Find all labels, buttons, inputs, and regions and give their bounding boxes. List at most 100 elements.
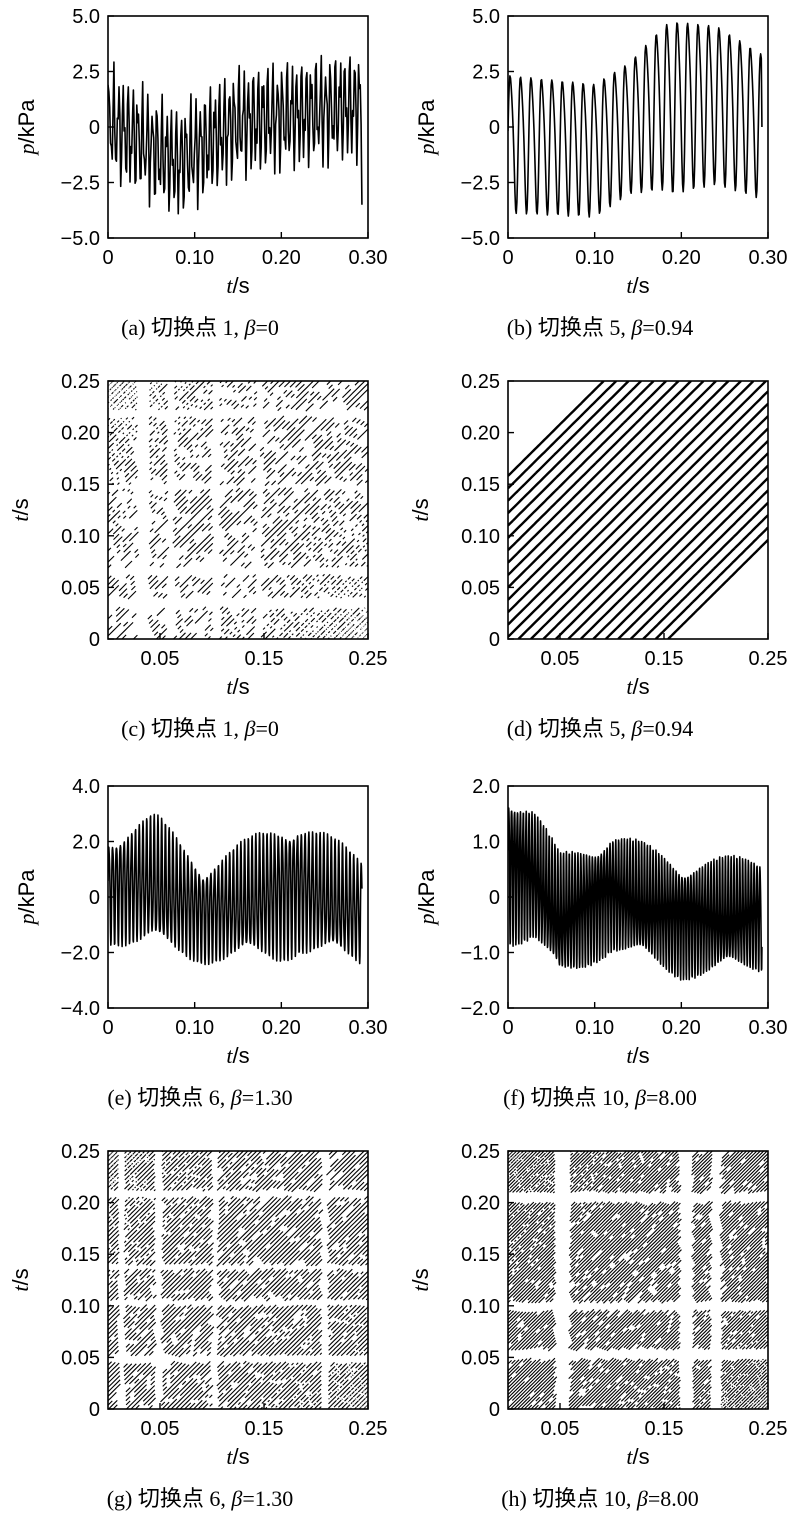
- panel-caption: (e) 切换点 6, β=1.30: [107, 1085, 293, 1110]
- chart-panel-d: 0.05 0.15 0.25 0.25 0.20 0.15 0.10 0.05 0 t/s t/s (…: [400, 365, 800, 749]
- x-tick-label: 0.20: [262, 1017, 301, 1039]
- y-tick-label: −2.5: [61, 173, 100, 195]
- y-tick-label: 2.5: [472, 62, 500, 84]
- x-tick-label: 0.15: [645, 1418, 684, 1440]
- y-tick-label: 2.0: [72, 832, 100, 854]
- x-tick-label: 0.30: [349, 247, 388, 269]
- y-tick-label: −2.5: [461, 173, 500, 195]
- y-tick-label: 0.10: [461, 526, 500, 548]
- chart-panel-e: 0 0.10 0.20 0.30 4.0 2.0 0 −2.0 −4.0 t/s p/kPa (e) …: [0, 770, 400, 1118]
- recurrence-lines: [108, 381, 368, 639]
- plot-frame: [507, 380, 769, 640]
- y-tick-label: 0.25: [461, 1141, 500, 1163]
- chart-svg-c: 0.05 0.15 0.25 0.25 0.20 0.15 0.10 0.05 0 t/s t/s: [8, 371, 388, 699]
- y-tick-label: 0.15: [61, 474, 100, 496]
- x-tick-label: 0: [502, 247, 513, 269]
- recurrence-lines: [508, 381, 768, 639]
- y-tick-label: 0.25: [61, 371, 100, 393]
- x-tick-label: 0.25: [349, 648, 388, 670]
- x-tick-label: 0.30: [749, 1017, 788, 1039]
- chart-svg-b: 0 0.10 0.20 0.30 5.0 2.5 0 −2.5 −5.0 t/s p/kPa: [414, 6, 788, 298]
- y-tick-label: 5.0: [72, 6, 100, 28]
- chart-svg-e: 0 0.10 0.20 0.30 4.0 2.0 0 −2.0 −4.0 t/s p/kPa: [14, 776, 388, 1068]
- panel-caption: (a) 切换点 1, β=0: [121, 315, 279, 340]
- plot-frame: [507, 1150, 769, 1410]
- y-tick-label: 2.5: [72, 62, 100, 84]
- recurrence-lines: [508, 1151, 768, 1409]
- y-axis-label: p/kPa: [14, 99, 39, 157]
- x-axis-label: t/s: [226, 1444, 249, 1469]
- y-tick-label: 0.20: [61, 423, 100, 445]
- x-tick-label: 0.10: [575, 247, 614, 269]
- x-axis-label: t/s: [626, 1444, 649, 1469]
- chart-svg-g: 0.05 0.15 0.25 0.25 0.20 0.15 0.10 0.05 0 t/s t/s: [8, 1141, 388, 1469]
- y-tick-label: 4.0: [72, 776, 100, 798]
- x-tick-label: 0.25: [749, 648, 788, 670]
- series-line: [508, 807, 763, 981]
- x-axis-label: t/s: [226, 1043, 249, 1068]
- plot-frame: [107, 380, 369, 640]
- x-tick-label: 0.20: [262, 247, 301, 269]
- y-tick-label: 0.25: [461, 371, 500, 393]
- y-tick-label: 0: [89, 629, 100, 651]
- y-tick-label: 0: [489, 1399, 500, 1421]
- y-tick-label: 0.15: [461, 1244, 500, 1266]
- y-tick-label: 0.05: [61, 1347, 100, 1369]
- y-tick-label: 0: [489, 117, 500, 139]
- y-axis-label: p/kPa: [14, 869, 39, 927]
- x-tick-label: 0.25: [749, 1418, 788, 1440]
- plot-frame: [107, 1150, 369, 1410]
- panel-caption: (f) 切换点 10, β=8.00: [503, 1085, 697, 1110]
- y-tick-label: 0: [89, 117, 100, 139]
- y-tick-label: 0.15: [61, 1244, 100, 1266]
- y-axis-label: t/s: [8, 498, 33, 521]
- y-tick-label: 0.05: [461, 1347, 500, 1369]
- panel-caption: (g) 切换点 6, β=1.30: [106, 1486, 294, 1511]
- y-axis-label: p/kPa: [414, 99, 439, 157]
- x-tick-label: 0.30: [749, 247, 788, 269]
- y-tick-label: 0.10: [61, 526, 100, 548]
- y-tick-label: 0.20: [461, 1193, 500, 1215]
- panel-caption: (b) 切换点 5, β=0.94: [506, 315, 694, 340]
- x-tick-label: 0: [502, 1017, 513, 1039]
- x-tick-label: 0.30: [349, 1017, 388, 1039]
- x-tick-label: 0.15: [645, 648, 684, 670]
- x-tick-label: 0.05: [541, 648, 580, 670]
- plot-area: [508, 1151, 768, 1409]
- chart-svg-h: 0.05 0.15 0.25 0.25 0.20 0.15 0.10 0.05 0 t/s t/s: [408, 1141, 788, 1469]
- chart-panel-f: 0 0.10 0.20 0.30 2.0 1.0 0 −1.0 −2.0 t/s p/kPa (f) …: [400, 770, 800, 1118]
- y-tick-label: 0.05: [61, 577, 100, 599]
- y-tick-label: 0.20: [61, 1193, 100, 1215]
- x-axis-label: t/s: [226, 273, 249, 298]
- panel-caption: (d) 切换点 5, β=0.94: [506, 716, 694, 741]
- y-tick-label: 0.10: [461, 1296, 500, 1318]
- recurrence-lines: [108, 1151, 368, 1409]
- y-tick-label: −2.0: [61, 943, 100, 965]
- y-tick-label: 0.20: [461, 423, 500, 445]
- chart-panel-g: 0.05 0.15 0.25 0.25 0.20 0.15 0.10 0.05 0 t/s t/s (…: [0, 1135, 400, 1519]
- y-tick-label: 0: [489, 629, 500, 651]
- x-tick-label: 0.15: [245, 1418, 284, 1440]
- x-tick-label: 0.20: [662, 247, 701, 269]
- y-tick-label: −1.0: [461, 943, 500, 965]
- plot-area: [508, 381, 768, 639]
- series-line: [108, 54, 363, 215]
- plot-area: [108, 381, 368, 639]
- x-tick-label: 0.25: [349, 1418, 388, 1440]
- plot-area: [108, 813, 363, 966]
- y-tick-label: 0.25: [61, 1141, 100, 1163]
- chart-svg-f: 0 0.10 0.20 0.30 2.0 1.0 0 −1.0 −2.0 t/s p/kPa: [414, 776, 788, 1068]
- y-tick-label: −4.0: [61, 998, 100, 1020]
- x-tick-label: 0.20: [662, 1017, 701, 1039]
- panel-caption: (c) 切换点 1, β=0: [121, 716, 279, 741]
- chart-svg-d: 0.05 0.15 0.25 0.25 0.20 0.15 0.10 0.05 0 t/s t/s: [408, 371, 788, 699]
- y-tick-label: 0: [489, 887, 500, 909]
- x-tick-label: 0.05: [141, 648, 180, 670]
- y-tick-label: 0.05: [461, 577, 500, 599]
- y-tick-label: 1.0: [472, 832, 500, 854]
- plot-area: [508, 807, 763, 981]
- x-axis-label: t/s: [626, 1043, 649, 1068]
- x-tick-label: 0.10: [575, 1017, 614, 1039]
- y-tick-label: −2.0: [461, 998, 500, 1020]
